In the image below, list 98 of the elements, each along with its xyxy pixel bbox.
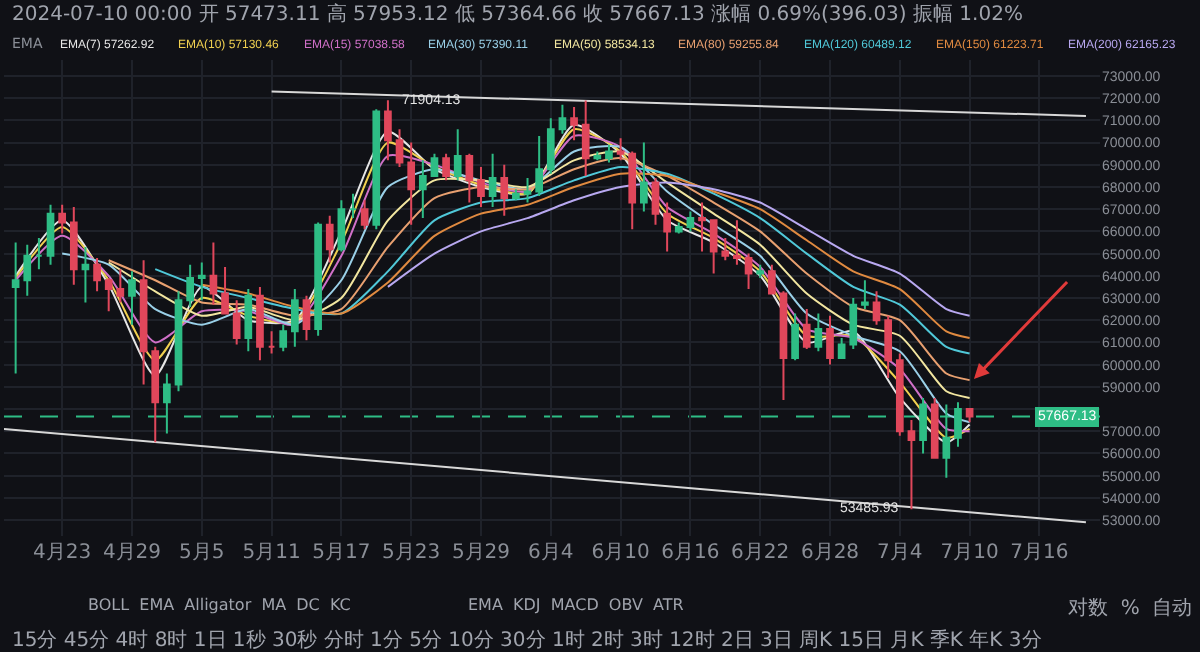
- candlestick: [151, 345, 160, 444]
- candlestick: [523, 177, 532, 204]
- x-tick-label: 5月29: [451, 542, 511, 564]
- candlestick: [861, 279, 869, 311]
- x-tick-label: 6月4: [528, 542, 574, 564]
- text: 对数 % 自动: [1068, 596, 1193, 620]
- candlestick: [325, 214, 334, 264]
- x-tick-label: 4月23: [33, 542, 92, 564]
- candlestick: [35, 237, 43, 271]
- candlestick: [418, 159, 427, 220]
- candlestick: [209, 241, 218, 306]
- candlestick: [256, 285, 264, 362]
- candlestick: [616, 137, 625, 162]
- candlestick: [430, 152, 439, 177]
- candlestick: [46, 203, 55, 266]
- candlestick: [570, 106, 578, 142]
- candlestick: [465, 152, 474, 204]
- candlestick: [640, 141, 648, 213]
- x-tick-label: 5月11: [242, 542, 301, 564]
- x-tick-label: 6月16: [661, 542, 720, 564]
- candlestick: [244, 288, 253, 353]
- candlestick: [395, 128, 404, 169]
- x-tick-label: 6月10: [591, 542, 650, 564]
- line-series: [154, 166, 971, 355]
- candlestick: [477, 166, 485, 208]
- x-tick-label: 7月10: [940, 542, 999, 564]
- candlestick: [546, 117, 555, 175]
- x-tick-label: 5月5: [179, 542, 225, 564]
- candlestick: [500, 163, 509, 217]
- candlestick: [558, 103, 567, 135]
- candlestick: [174, 290, 183, 393]
- candlestick: [826, 314, 834, 366]
- candlestick: [314, 221, 322, 337]
- candlestick: [593, 150, 602, 162]
- candlestick: [407, 141, 416, 226]
- candlestick: [663, 201, 671, 253]
- text: 2024-07-10 00:00 开 57473.11 高 57953.12 低 57364.66 收 57667.13 涨幅 0.69%(396.03) 振幅 1.02%: [12, 2, 1023, 26]
- candlestick: [698, 201, 706, 253]
- x-tick-label: 5月23: [382, 542, 441, 564]
- candlestick: [651, 177, 660, 226]
- candlestick: [221, 265, 229, 315]
- candlestick: [930, 396, 939, 459]
- line-series: [200, 172, 971, 339]
- candlestick: [907, 419, 916, 511]
- x-tick-label: 7月16: [1010, 542, 1069, 564]
- candlestick: [779, 290, 788, 402]
- candlestick: [733, 219, 741, 266]
- candlestick: [895, 352, 904, 437]
- x-tick-label: 6月28: [800, 542, 860, 564]
- candlestick: [581, 99, 590, 177]
- candlestick: [791, 312, 799, 362]
- candlestick: [23, 243, 32, 297]
- text: BOLL EMA Alligator MA DC KC: [88, 596, 352, 614]
- candlestick: [628, 150, 637, 231]
- candlestick: [767, 263, 776, 295]
- line-series: [386, 181, 971, 317]
- candlestick: [535, 134, 543, 197]
- candlestick: [232, 299, 241, 346]
- candlestick: [453, 128, 462, 182]
- candlestick: [186, 263, 194, 308]
- candlestick: [686, 210, 695, 233]
- candlestick: [814, 312, 823, 353]
- candlestick: [58, 203, 67, 235]
- candlestick: [872, 290, 881, 326]
- candlestick: [965, 408, 974, 424]
- candlestick: [337, 199, 346, 253]
- candlestick: [372, 108, 381, 231]
- candlestick: [744, 252, 753, 291]
- candlestick: [93, 257, 101, 293]
- candlestick: [442, 152, 450, 182]
- candlestick: [349, 192, 357, 220]
- candlestick: [384, 99, 392, 162]
- candlestick: [360, 199, 369, 231]
- candlestick: [605, 143, 613, 164]
- candlestick: [837, 336, 846, 359]
- candlestick: [197, 261, 206, 302]
- x-tick-label: 5月17: [312, 542, 371, 564]
- text: EMA KDJ MACD OBV ATR: [468, 596, 685, 614]
- x-tick-label: 4月29: [102, 542, 162, 564]
- candlestick: [267, 330, 276, 355]
- candlestick: [302, 294, 311, 342]
- candlestick: [81, 245, 90, 304]
- candlestick: [139, 259, 148, 386]
- candlestick: [674, 221, 683, 235]
- x-tick-label: 6月22: [731, 542, 790, 564]
- candlestick: [279, 323, 288, 353]
- candlestick: [756, 263, 765, 280]
- text: 15分 45分 4时 8时 1日 1秒 30秒 分时 1分 5分 10分 30分 1时 2时 3时 12时 2日 3日 周K 15日 月K 季K 年K 3分: [12, 628, 1042, 652]
- candlestick: [802, 308, 811, 351]
- candlestick: [849, 297, 858, 351]
- candlestick: [884, 314, 893, 379]
- candlestick: [291, 288, 299, 348]
- candlestick: [128, 270, 136, 326]
- candlestick: [488, 152, 497, 208]
- candlestick: [69, 205, 78, 286]
- candlestick: [512, 188, 520, 202]
- candlestick: [11, 241, 20, 375]
- x-tick-label: 7月4: [877, 542, 923, 564]
